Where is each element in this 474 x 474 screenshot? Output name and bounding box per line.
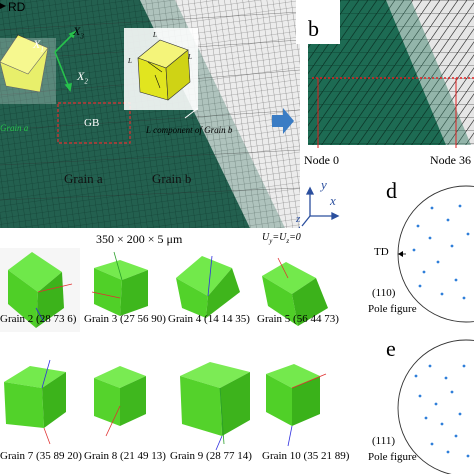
panel-d-letter: d bbox=[386, 178, 397, 203]
panel-b-letter: b bbox=[308, 16, 319, 41]
pole-index-111: (111) bbox=[372, 435, 396, 447]
gb-label: GB bbox=[84, 117, 100, 129]
gb-box bbox=[57, 102, 131, 144]
rd-label: RD bbox=[8, 0, 26, 14]
grain-cell-8 bbox=[84, 354, 168, 454]
grain-cell-2 bbox=[0, 248, 80, 332]
grain-caption-9: Grain 9 (28 77 14) bbox=[170, 450, 252, 462]
panel-a-mesh: RD X3 X1 X2 L L L Grain a GB L component… bbox=[0, 0, 300, 228]
size-label: 350 × 200 × 5 μm bbox=[96, 232, 183, 246]
axis-x-label: x bbox=[330, 193, 336, 208]
grain-a-small-label: Grain a bbox=[0, 123, 29, 133]
cube-icon bbox=[266, 364, 327, 447]
axis-y-label: y bbox=[321, 177, 327, 192]
crystal-axes bbox=[54, 30, 77, 92]
grain-a-label: Grain a bbox=[64, 171, 103, 186]
cube-icon bbox=[4, 359, 66, 445]
inset-cube-right bbox=[124, 28, 198, 110]
axis-z-label: z bbox=[296, 213, 301, 225]
cube-icon bbox=[262, 257, 328, 326]
mesh-figure bbox=[0, 0, 300, 228]
x1-label: X1 bbox=[33, 37, 44, 54]
panel-d: d TD (110) Pole figure bbox=[360, 176, 474, 326]
grain-cell-7 bbox=[0, 354, 84, 454]
grain-caption-10: Grain 10 (35 21 89) bbox=[262, 450, 350, 462]
grain-caption-5: Grain 5 (56 44 73) bbox=[257, 313, 339, 325]
node0-label: Node 0 bbox=[304, 153, 339, 167]
l-label-2: L bbox=[128, 57, 132, 65]
grain-caption-3: Grain 3 (27 56 90) bbox=[84, 313, 166, 325]
bc-label: Uy=Uz=0 bbox=[262, 232, 301, 245]
pole-label-e: Pole figure bbox=[368, 451, 417, 463]
grain-cell-10 bbox=[262, 354, 346, 454]
xyz-axis-system bbox=[301, 186, 340, 227]
cube-icon bbox=[91, 251, 148, 316]
grain-caption-7: Grain 7 (35 89 20) bbox=[0, 450, 82, 462]
x3-label: X3 bbox=[73, 24, 84, 41]
grain-caption-8: Grain 8 (21 49 13) bbox=[84, 450, 166, 462]
grain-b-label: Grain b bbox=[152, 171, 192, 186]
grain-caption-4: Grain 4 (14 14 35) bbox=[168, 313, 250, 325]
grain-cell-5 bbox=[258, 248, 342, 332]
panel-e: e (111) Pole figure bbox=[360, 326, 474, 474]
node36-label: Node 36 bbox=[430, 153, 471, 167]
panel-b: b Node 0 Node 36 bbox=[296, 0, 474, 176]
panel-e-letter: e bbox=[386, 336, 396, 361]
cube-icon bbox=[94, 366, 146, 437]
l-component-label: L component of Grain b bbox=[146, 125, 233, 135]
pole-index-110: (110) bbox=[372, 287, 396, 299]
grain-cell-9 bbox=[176, 354, 262, 454]
pole-label-d: Pole figure bbox=[368, 303, 417, 315]
panel-b-mesh bbox=[296, 0, 474, 148]
grain-cube-grid: Grain 2 (28 73 6) Grain 3 (27 56 90) Gra… bbox=[0, 248, 360, 474]
l-label-1: L bbox=[153, 31, 157, 39]
arrow-right-icon bbox=[272, 108, 294, 134]
cube-icon bbox=[8, 252, 73, 328]
pole-figure-111 bbox=[397, 339, 474, 474]
pole-figure-110 bbox=[397, 185, 474, 323]
inset-cube-left bbox=[0, 34, 56, 104]
td-label: TD bbox=[374, 246, 389, 258]
grain-cell-3 bbox=[88, 248, 158, 332]
grain-caption-2: Grain 2 (28 73 6) bbox=[0, 313, 77, 325]
cube-icon bbox=[176, 255, 240, 318]
grain-cell-4 bbox=[172, 248, 252, 332]
l-label-3: L bbox=[188, 53, 192, 61]
cube-icon bbox=[180, 362, 250, 451]
x2-label: X2 bbox=[77, 69, 88, 86]
